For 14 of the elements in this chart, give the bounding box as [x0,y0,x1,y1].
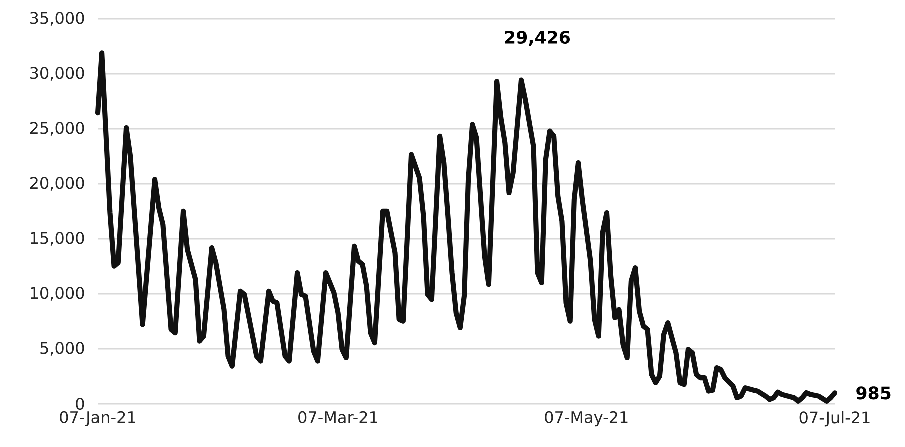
y-tick-label: 0 [76,398,84,410]
y-tick-label: 30,000 [30,67,84,81]
annotation: 985 [856,386,891,400]
y-tick-label: 25,000 [30,122,84,136]
y-tick-label: 35,000 [30,12,84,26]
x-tick-label: 07-Jul-21 [800,411,870,427]
x-tick-label: 07-May-21 [545,411,628,427]
y-tick-label: 10,000 [31,287,84,301]
x-tick-label: 07-Mar-21 [298,411,378,424]
y-tick-label: 15,000 [31,232,84,246]
y-tick-label: 20,000 [30,177,84,191]
y-tick-label: 5,000 [40,342,84,356]
annotation: 29,426 [505,30,570,46]
x-tick-label: 07-Jan-21 [60,411,136,426]
